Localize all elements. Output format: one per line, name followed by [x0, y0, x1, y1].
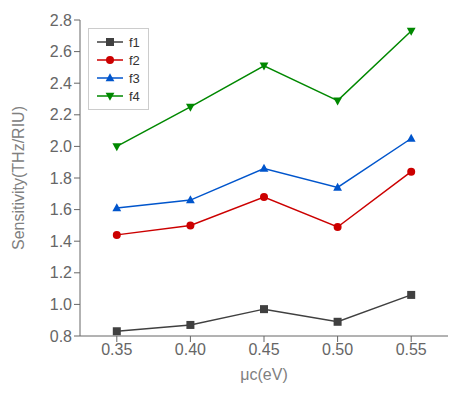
svg-text:Sensitivity(THz/RIU): Sensitivity(THz/RIU) — [10, 106, 27, 250]
svg-text:0.8: 0.8 — [50, 328, 72, 345]
svg-text:2.0: 2.0 — [50, 138, 72, 155]
html-text:f2: f2 — [129, 52, 140, 68]
svg-text:2.2: 2.2 — [50, 106, 72, 123]
svg-text:1.4: 1.4 — [50, 233, 72, 250]
svg-text:μc(eV): μc(eV) — [240, 366, 287, 383]
html-text:f4: f4 — [129, 88, 140, 104]
svg-text:1.8: 1.8 — [50, 170, 72, 187]
svg-text:2.6: 2.6 — [50, 43, 72, 60]
html-text:f3: f3 — [129, 70, 140, 86]
svg-text:2.4: 2.4 — [50, 75, 72, 92]
svg-text:1.6: 1.6 — [50, 201, 72, 218]
svg-text:0.35: 0.35 — [101, 341, 132, 358]
svg-text:1.2: 1.2 — [50, 264, 72, 281]
svg-text:2.8: 2.8 — [50, 12, 72, 29]
svg-text:0.45: 0.45 — [248, 341, 279, 358]
svg-text:0.55: 0.55 — [396, 341, 427, 358]
svg-text:1.0: 1.0 — [50, 296, 72, 313]
svg-text:0.40: 0.40 — [175, 341, 206, 358]
svg-text:0.50: 0.50 — [322, 341, 353, 358]
html-text:f1: f1 — [129, 34, 140, 50]
